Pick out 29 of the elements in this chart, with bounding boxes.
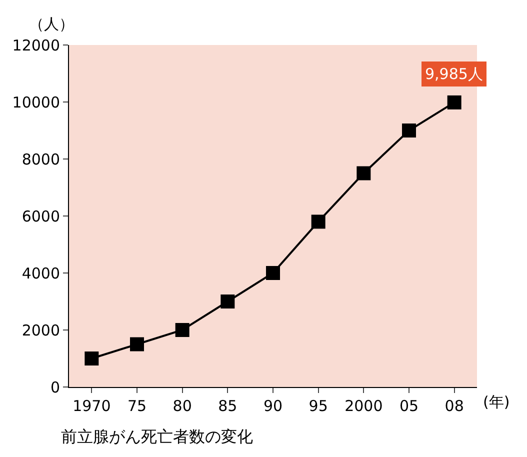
x-tick-label: 95 [308, 397, 328, 415]
y-tick-label: 6000 [22, 207, 60, 226]
point [84, 352, 99, 366]
point [356, 166, 371, 180]
x-tick-label: 05 [399, 397, 419, 415]
point [130, 337, 144, 352]
x-tick-label: 08 [444, 397, 464, 415]
y-tick-label: 4000 [22, 264, 60, 282]
y-tick-label: 0 [50, 378, 60, 396]
point [266, 266, 280, 280]
point [220, 294, 235, 308]
y-tick-label: 8000 [22, 150, 60, 168]
x-axis-title: (年) [483, 393, 510, 411]
text: 前立腺がん死亡者数の変化 [61, 427, 253, 446]
point [402, 124, 416, 138]
y-axis-title: （人） [29, 15, 74, 33]
point [175, 323, 190, 337]
x-tick-label: 85 [218, 397, 238, 415]
point [447, 95, 462, 110]
x-tick-label: 75 [127, 397, 147, 415]
x-tick-label: 2000 [344, 397, 383, 415]
y-tick-label: 2000 [22, 321, 60, 340]
x-tick-label: 90 [263, 397, 283, 415]
text: 9,985人 [425, 65, 483, 83]
y-tick-label: 10000 [12, 93, 60, 112]
point [311, 214, 326, 229]
x-tick-label: 1970 [72, 397, 111, 415]
y-tick-label: 12000 [12, 36, 60, 54]
x-tick-label: 80 [172, 397, 192, 415]
